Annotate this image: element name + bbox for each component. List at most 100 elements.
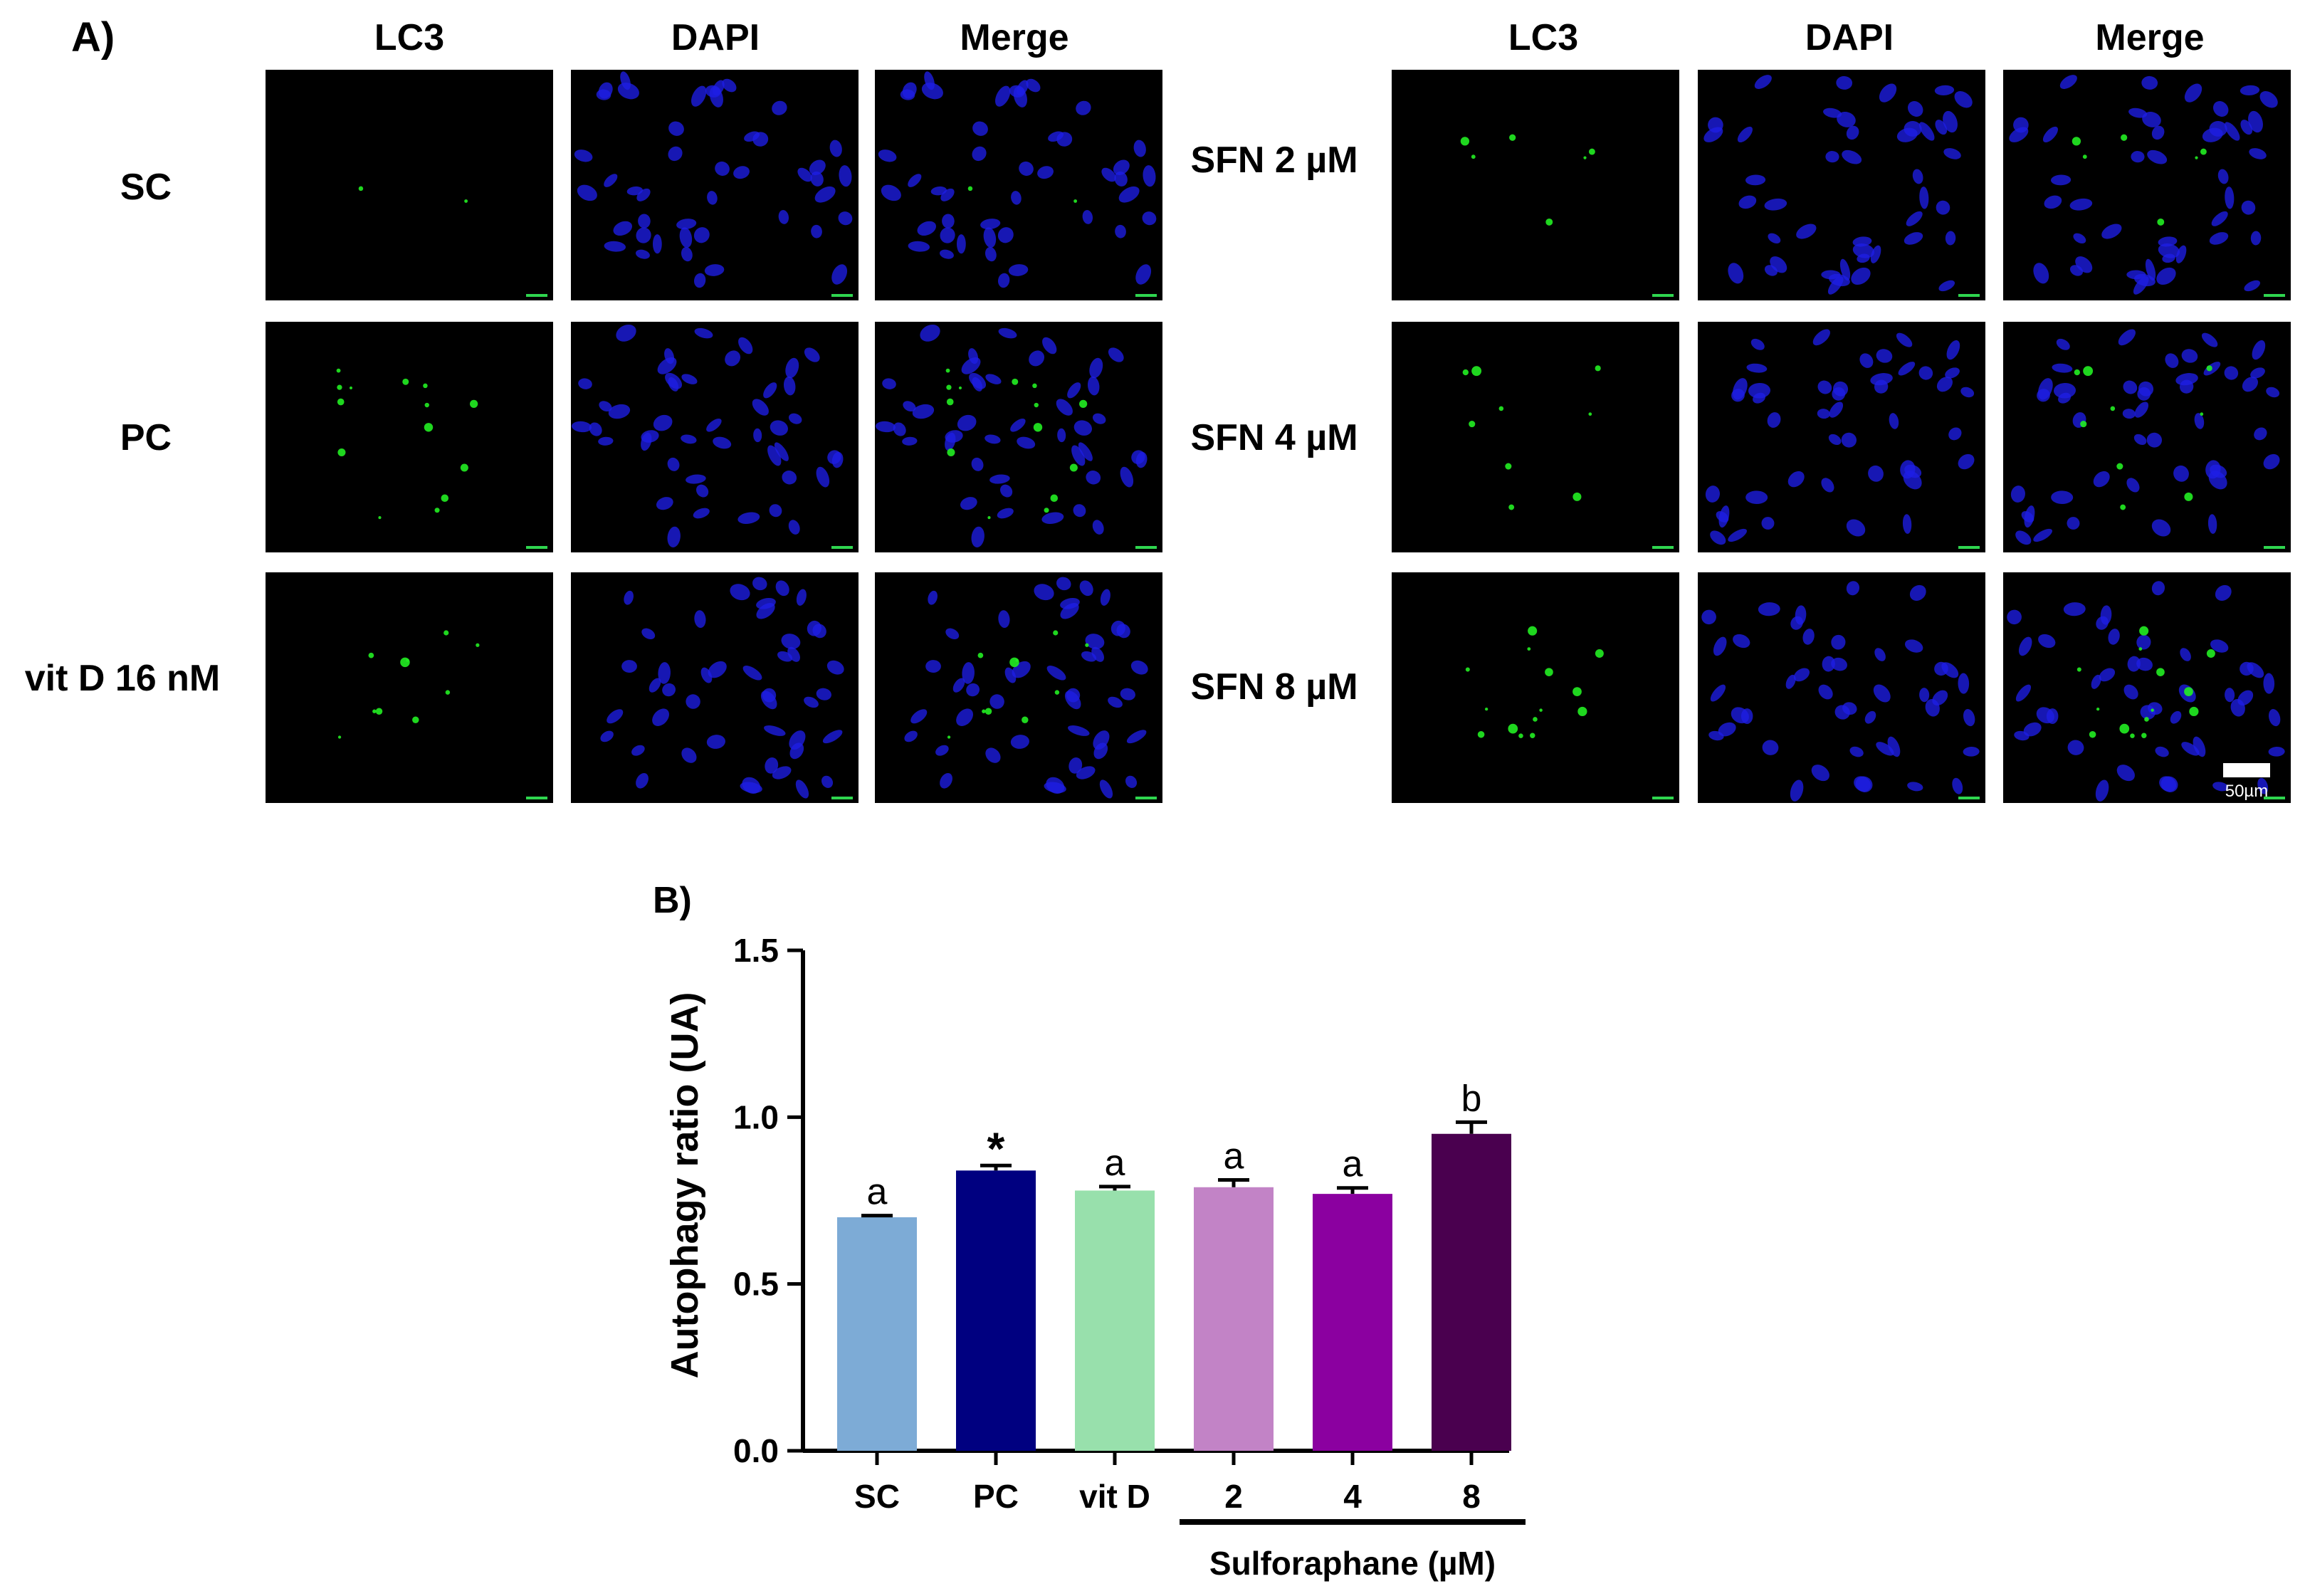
- nucleus: [598, 436, 614, 446]
- nucleus: [1101, 167, 1116, 182]
- nucleus: [2148, 702, 2163, 715]
- y-tick-label: 1.5: [733, 932, 779, 969]
- lc3-punctum: [1528, 626, 1538, 636]
- nucleus: [940, 227, 955, 243]
- lc3-punctum: [1471, 366, 1482, 377]
- nucleus: [1837, 112, 1856, 127]
- lc3-punctum: [946, 398, 954, 406]
- nucleus: [2151, 519, 2171, 537]
- lc3-punctum: [476, 643, 480, 647]
- nucleus: [1034, 584, 1054, 601]
- nucleus: [2268, 709, 2281, 727]
- nucleus: [621, 660, 637, 673]
- nucleus: [658, 662, 671, 684]
- nucleus: [2155, 746, 2169, 757]
- nucleus: [713, 80, 725, 96]
- nucleus: [998, 610, 1010, 629]
- nucleus: [1821, 270, 1841, 280]
- nucleus: [1904, 232, 1923, 245]
- nucleus: [730, 584, 750, 601]
- nucleus: [1731, 389, 1745, 402]
- nucleus: [1026, 78, 1041, 93]
- nucleus: [2212, 782, 2229, 792]
- nucleus: [1085, 634, 1105, 649]
- nucleus: [985, 434, 1001, 444]
- nucleus: [2099, 668, 2116, 682]
- nucleus: [804, 696, 819, 708]
- nucleus: [774, 442, 789, 461]
- left-column-header-merge: Merge: [960, 17, 1069, 58]
- panel-b-label: B): [653, 880, 692, 921]
- nucleus: [2131, 151, 2145, 163]
- micrograph-background: [266, 322, 553, 552]
- lc3-punctum: [2184, 687, 2193, 696]
- lc3-punctum: [1545, 668, 1553, 676]
- lc3-punctum: [2110, 406, 2116, 411]
- nucleus: [733, 166, 750, 179]
- nucleus: [694, 327, 713, 339]
- nucleus: [1746, 363, 1768, 373]
- nucleus: [2122, 409, 2136, 419]
- micrograph-background: [571, 572, 859, 803]
- nucleus: [2205, 460, 2221, 479]
- nucleus: [706, 735, 725, 749]
- row-label-sfn-8: SFN 8 µM: [1190, 666, 1358, 708]
- lc3-punctum: [434, 508, 440, 513]
- nucleus: [1089, 357, 1103, 379]
- nucleus: [1092, 520, 1104, 535]
- nucleus: [1067, 382, 1081, 399]
- nucleus: [2063, 602, 2086, 616]
- row-label-sfn-2: SFN 2 µM: [1190, 140, 1358, 181]
- nucleus: [574, 149, 593, 162]
- nucleus: [985, 747, 1001, 763]
- row-label-vit-d: vit D 16 nM: [25, 658, 221, 699]
- significance-label: *: [987, 1123, 1005, 1174]
- nucleus: [829, 140, 842, 157]
- nucleus: [2136, 657, 2153, 671]
- nucleus: [902, 436, 918, 446]
- nucleus: [2067, 517, 2080, 530]
- group-bracket-label: Sulforaphane (µM): [1209, 1545, 1496, 1582]
- nucleus: [725, 350, 741, 367]
- lc3-punctum: [1527, 647, 1531, 651]
- micrograph-sfn-2-m-merge: [2003, 70, 2291, 300]
- nucleus: [1768, 233, 1781, 244]
- nucleus: [2052, 363, 2073, 373]
- nucleus: [694, 610, 706, 629]
- lc3-punctum: [412, 716, 419, 723]
- nucleus: [1945, 367, 1960, 379]
- nucleus: [772, 100, 787, 115]
- nucleus: [2170, 710, 2182, 724]
- nucleus: [2069, 198, 2093, 211]
- lc3-punctum: [1572, 492, 1582, 501]
- nucleus: [1952, 777, 1963, 794]
- nucleus: [2136, 634, 2151, 650]
- nucleus: [1703, 127, 1723, 142]
- nucleus: [1114, 171, 1128, 187]
- lc3-punctum: [1022, 716, 1029, 723]
- lc3-punctum: [2206, 649, 2215, 658]
- micrograph-sfn-2-m-dapi: [1698, 70, 1985, 300]
- right-column-header-lc3: LC3: [1508, 17, 1578, 58]
- nucleus: [2018, 636, 2032, 656]
- nucleus: [1832, 387, 1846, 401]
- lc3-punctum: [977, 652, 984, 658]
- lc3-punctum: [958, 386, 962, 390]
- nucleus: [1854, 776, 1871, 792]
- nucleus: [1748, 382, 1771, 399]
- nucleus: [2123, 684, 2138, 700]
- nucleus: [1133, 140, 1146, 157]
- lc3-punctum: [1009, 657, 1019, 668]
- lc3-punctum: [1498, 406, 1504, 411]
- nucleus: [925, 660, 941, 673]
- lc3-punctum: [1073, 199, 1078, 203]
- nucleus: [778, 210, 789, 224]
- micrograph-background: [1698, 322, 1985, 552]
- nucleus: [1113, 159, 1130, 175]
- nucleus: [667, 457, 680, 471]
- nucleus: [2108, 629, 2120, 645]
- nucleus: [957, 414, 977, 431]
- nucleus: [1868, 465, 1884, 482]
- lc3-punctum: [947, 735, 951, 739]
- nucleus: [604, 174, 618, 187]
